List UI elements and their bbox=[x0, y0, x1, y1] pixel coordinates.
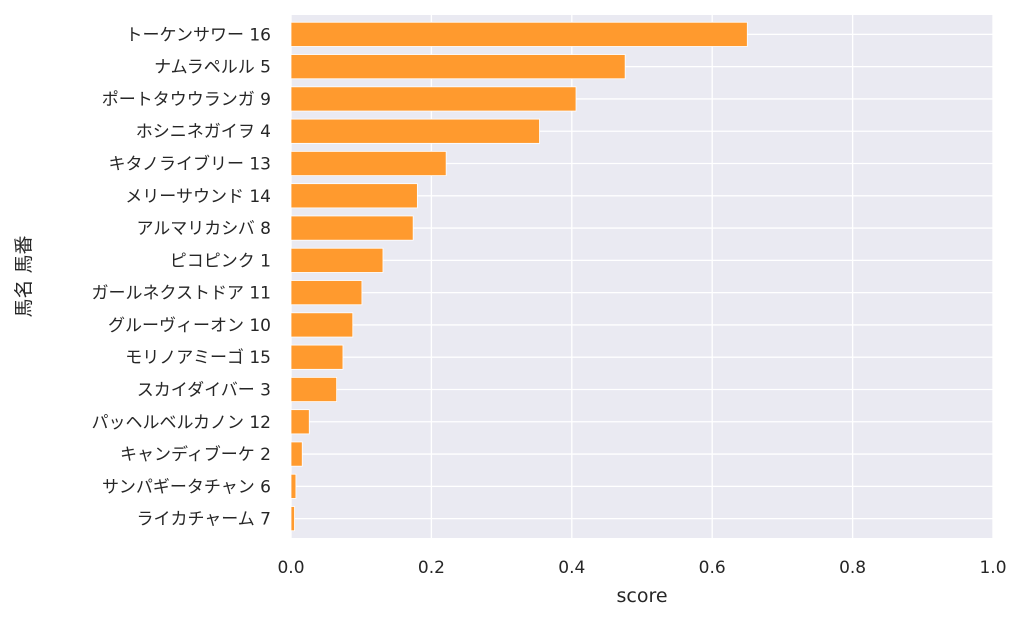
y-tick-label: ピコピンク 1 bbox=[170, 251, 271, 271]
bar bbox=[290, 280, 363, 306]
bar bbox=[290, 247, 384, 273]
y-tick-label: キタノライブリー 13 bbox=[108, 154, 271, 175]
bar bbox=[290, 215, 414, 241]
y-tick-label: ライカチャーム 7 bbox=[136, 510, 271, 530]
y-tick-label: モリノアミーゴ 15 bbox=[125, 347, 271, 368]
y-tick-label: グルーヴィーオン 10 bbox=[108, 316, 271, 336]
y-tick-label: パッヘルベルカノン 12 bbox=[91, 413, 271, 433]
bar bbox=[290, 312, 354, 338]
bar bbox=[290, 473, 297, 499]
x-tick-label: 0.8 bbox=[839, 558, 866, 578]
y-tick-label: トーケンサワー 16 bbox=[125, 25, 271, 45]
x-tick-label: 0.4 bbox=[558, 558, 585, 578]
x-tick-label: 0.6 bbox=[699, 558, 726, 578]
x-tick-labels: 0.0 0.2 0.4 0.6 0.8 1.0 bbox=[277, 558, 1006, 578]
x-tick-label: 0.0 bbox=[277, 558, 304, 578]
bar bbox=[290, 409, 310, 435]
y-tick-label: キャンディブーケ 2 bbox=[120, 444, 271, 465]
bar bbox=[290, 54, 626, 80]
y-tick-label: ホシニネガイヲ 4 bbox=[136, 122, 271, 142]
x-tick-label: 1.0 bbox=[979, 558, 1006, 578]
bar bbox=[290, 183, 418, 209]
x-tick-label: 0.2 bbox=[418, 558, 445, 578]
y-tick-labels: トーケンサワー 16 ナムラペルル 5 ポートタウウランガ 9 ホシニネガイヲ 4 キタ… bbox=[91, 25, 271, 529]
bar bbox=[290, 150, 447, 177]
y-tick-label: メリーサウンド 14 bbox=[125, 187, 271, 207]
y-tick-label: ガールネクストドア 11 bbox=[91, 284, 271, 304]
x-axis-label: score bbox=[616, 585, 667, 607]
bar bbox=[290, 86, 577, 112]
y-tick-label: アルマリカシバ 8 bbox=[136, 219, 271, 239]
y-tick-label: ポートタウウランガ 9 bbox=[102, 90, 271, 110]
bar bbox=[290, 118, 540, 144]
y-tick-label: ナムラペルル 5 bbox=[154, 58, 271, 78]
bar bbox=[290, 506, 295, 532]
y-axis-label: 馬名 馬番 bbox=[13, 235, 35, 317]
bar bbox=[290, 441, 303, 467]
bars bbox=[290, 21, 748, 532]
y-tick-label: スカイダイバー 3 bbox=[137, 380, 271, 400]
bar bbox=[290, 344, 344, 370]
y-tick-label: サンパギータチャン 6 bbox=[102, 477, 271, 497]
bar bbox=[290, 21, 748, 47]
bar bbox=[290, 376, 338, 403]
